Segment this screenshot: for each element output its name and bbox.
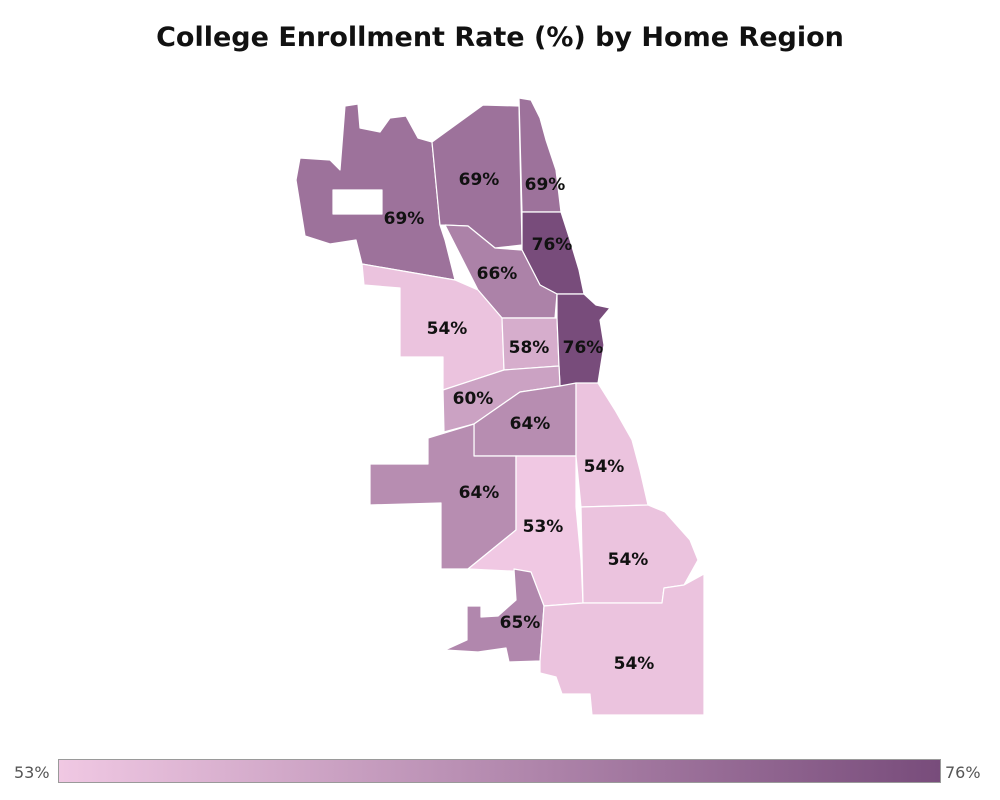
legend-min-label: 53%	[14, 763, 50, 782]
region-far-south[interactable]	[539, 573, 705, 716]
region-label: 54%	[614, 654, 655, 674]
color-legend-bar	[58, 759, 941, 783]
region-label: 69%	[384, 209, 425, 229]
region-central[interactable]	[556, 293, 611, 387]
region-label: 65%	[500, 613, 541, 633]
region-label: 64%	[510, 414, 551, 434]
region-south-lakefront[interactable]	[575, 382, 649, 508]
region-far-northwest[interactable]	[295, 103, 456, 281]
region-label: 66%	[477, 264, 518, 284]
region-label: 60%	[453, 389, 494, 409]
region-label: 54%	[584, 457, 625, 477]
legend-max-label: 76%	[945, 763, 981, 782]
region-label: 54%	[427, 319, 468, 339]
region-label: 53%	[523, 517, 564, 537]
region-label: 58%	[509, 338, 550, 358]
region-label: 54%	[608, 550, 649, 570]
region-label: 76%	[532, 235, 573, 255]
region-label: 69%	[459, 170, 500, 190]
region-label: 76%	[563, 338, 604, 358]
map-title: College Enrollment Rate (%) by Home Regi…	[156, 22, 844, 53]
region-label: 64%	[459, 483, 500, 503]
region-labels: 69% 69% 69% 76% 66% 54% 58% 76% 60% 64% …	[384, 170, 655, 674]
region-label: 69%	[525, 175, 566, 195]
